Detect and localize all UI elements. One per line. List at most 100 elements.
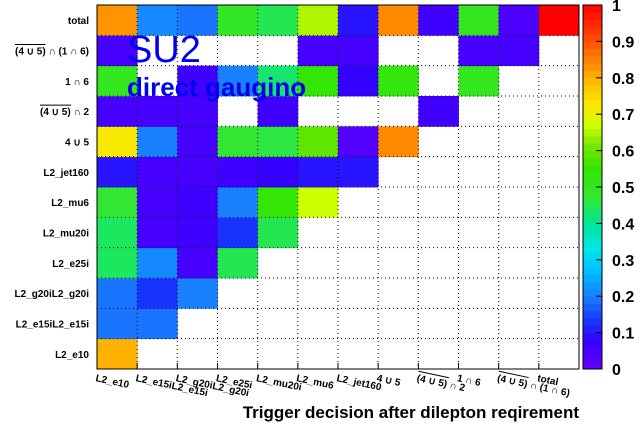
heatmap-cell [257, 156, 299, 188]
colorbar-tick-label: 0.6 [612, 144, 634, 161]
colorbar-segment [583, 172, 602, 181]
heatmap-cell [137, 96, 178, 127]
colorbar-segment [583, 354, 602, 363]
colorbar-segment [583, 179, 602, 188]
colorbar-segment [583, 216, 602, 224]
heatmap-cell [177, 278, 218, 309]
colorbar-tick-label: 0 [612, 362, 621, 379]
heatmap-cell [378, 126, 419, 158]
heatmap-cell [338, 156, 379, 188]
heatmap-cell [338, 5, 379, 36]
heatmap-cell [418, 96, 459, 127]
y-tick-labels: L2_e10 L2_e15iL2_e15i L2_g20iL2_g20i L2_e25… [15, 16, 90, 361]
colorbar-segment [583, 48, 602, 57]
colorbar-segment [583, 157, 602, 166]
colorbar-segment [583, 92, 602, 101]
heatmap-cell [137, 278, 178, 309]
heatmap-cell [217, 187, 259, 218]
y-tick-label: L2_e15iL2_e15i [16, 320, 90, 331]
colorbar-segment [583, 325, 602, 333]
heatmap-cell [177, 217, 218, 249]
chart-subtitle: direct gaugino [127, 72, 306, 102]
heatmap-cell [177, 247, 218, 279]
colorbar-segment [583, 303, 602, 312]
heatmap-cell [297, 156, 339, 188]
heatmap-cell [338, 65, 379, 97]
colorbar [582, 4, 603, 370]
heatmap-cell [97, 35, 138, 67]
heatmap-cell [257, 126, 299, 158]
colorbar-tick-label: 0.4 [612, 216, 634, 233]
heatmap-cell [137, 156, 178, 188]
colorbar-segment [583, 230, 602, 239]
colorbar-segment [583, 223, 602, 232]
heatmap-cell [97, 308, 138, 340]
x-tick-label: 1 ∩ 6 [456, 373, 482, 389]
colorbar-segment [583, 318, 602, 326]
colorbar-segment [583, 187, 602, 195]
colorbar-segment [583, 34, 602, 42]
colorbar-segment [583, 19, 602, 28]
heatmap-cell [137, 308, 178, 340]
x-tick-label: 4 ∪ 5 [376, 373, 402, 389]
colorbar-segment [583, 5, 602, 13]
heatmap-cell [177, 5, 218, 36]
heatmap-cell [498, 35, 540, 67]
colorbar-segment [583, 347, 602, 355]
heatmap-cell [177, 96, 218, 127]
heatmap-cell [257, 65, 299, 97]
heatmap-cell [177, 187, 218, 218]
heatmap-cell [297, 65, 339, 97]
heatmap-cell [458, 65, 500, 97]
colorbar-segment [583, 310, 602, 319]
colorbar-segment [583, 128, 602, 137]
heatmap-cell [297, 5, 339, 36]
x-tick-label-group: total [536, 373, 559, 388]
heatmap-cell [338, 35, 379, 67]
chart-title: SU2 [127, 29, 201, 71]
y-tick-label: L2_e25i [52, 259, 89, 270]
colorbar-segment [583, 12, 602, 20]
colorbar-segment [583, 339, 602, 348]
colorbar-segment [583, 267, 602, 275]
colorbar-segment [583, 41, 602, 50]
colorbar-segment [583, 252, 602, 261]
x-tick-marks [96, 363, 580, 369]
heatmap-cell [177, 156, 218, 188]
heatmap-cell [217, 65, 259, 97]
colorbar-segment [583, 114, 602, 122]
colorbar-tick-label: 0.2 [612, 289, 634, 306]
colorbar-tick-label: 0.3 [612, 253, 634, 270]
heatmap-cells [97, 5, 580, 370]
heatmap-cell [97, 187, 138, 218]
colorbar-segment [583, 99, 602, 108]
heatmap-cell [217, 217, 259, 249]
heatmap-cell [97, 338, 138, 370]
colorbar-segment [583, 106, 602, 115]
heatmap-cell [137, 5, 178, 36]
heatmap-cell [97, 247, 138, 279]
heatmap-cell [137, 217, 178, 249]
colorbar-segment [583, 201, 602, 210]
colorbar-segment [583, 259, 602, 268]
grid-lines [97, 5, 579, 369]
heatmap-cell [498, 5, 540, 36]
colorbar-tick-label: 1 [612, 0, 621, 15]
heatmap-cell [257, 5, 299, 36]
x-tick-label-group: 4 ∪ 5 [376, 373, 402, 389]
overline-mark [418, 370, 450, 379]
colorbar-segment [583, 77, 602, 86]
heatmap-cell [257, 187, 299, 218]
colorbar-segment [583, 208, 602, 217]
heatmap-cell [297, 126, 339, 158]
heatmap-cell [97, 217, 138, 249]
heatmap-cell [97, 278, 138, 309]
y-tick-label: (4 ∪ 5) ∩ (1 ∩ 6) [15, 47, 89, 58]
y-tick-label: (4 ∪ 5) ∩ 2 [40, 107, 89, 118]
colorbar-segment [583, 70, 602, 79]
heatmap-cell [97, 65, 138, 97]
heatmap-cell [97, 126, 138, 158]
y-tick-label: 4 ∪ 5 [65, 138, 89, 149]
colorbar-segment [583, 121, 602, 130]
